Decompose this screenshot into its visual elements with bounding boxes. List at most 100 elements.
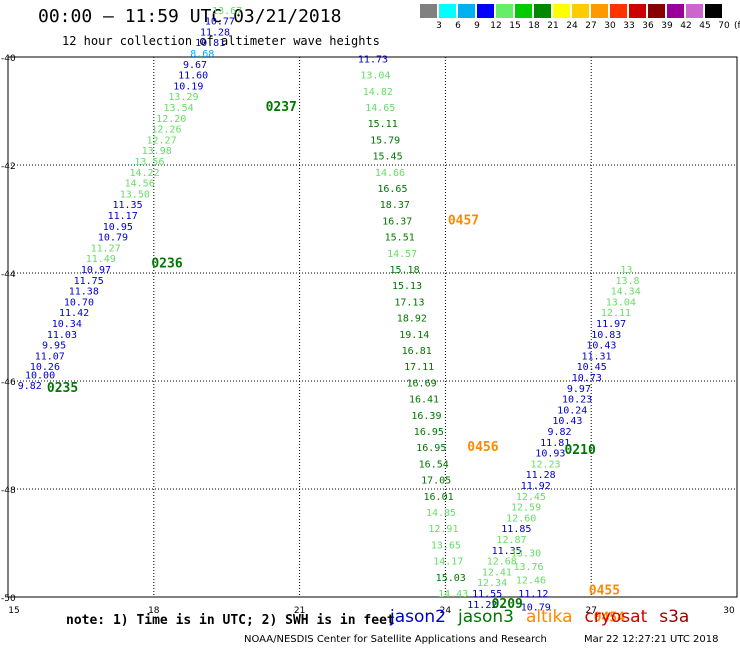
swh-value: 16.37 — [382, 216, 412, 227]
track-0455: 10.79 11.12 12.46 13.76 13.30 0455 0454 — [511, 549, 625, 626]
swh-value: 10.97 — [81, 265, 111, 276]
scale-label: 42 — [680, 21, 692, 31]
swh-value: 13.67 — [212, 6, 242, 17]
scale-label: 24 — [566, 21, 578, 31]
swh-value: 11.85 — [501, 524, 531, 535]
swh-value: 10.19 — [173, 81, 203, 92]
swh-value: 16.95 — [416, 443, 446, 454]
scale-swatch — [553, 4, 570, 18]
scale-label: 3 — [436, 21, 442, 31]
scale-swatch — [705, 4, 722, 18]
swh-value: 14.17 — [433, 557, 463, 568]
scale-swatch — [515, 4, 532, 18]
swh-value: 11.49 — [86, 254, 116, 265]
lat-tick-label: -46 — [1, 378, 16, 388]
swh-value: 11.12 — [518, 589, 548, 600]
scale-label: 45 — [699, 21, 711, 31]
swh-value: 12.68 — [487, 557, 517, 568]
swh-value: 10.95 — [103, 222, 133, 233]
scale-label: 12 — [490, 21, 502, 31]
swh-value: 11.22 — [467, 600, 497, 611]
swh-value: 10.79 — [521, 603, 551, 614]
lon-tick-label: 30 — [723, 606, 735, 616]
swh-value: 15.18 — [390, 265, 420, 276]
swh-value: 12.11 — [601, 308, 631, 319]
swh-value: 10.81 — [195, 38, 225, 49]
swh-value: 14.22 — [130, 168, 160, 179]
swh-value: 10.70 — [64, 297, 94, 308]
lat-tick-label: -48 — [1, 486, 16, 496]
swh-value: 12.46 — [516, 576, 546, 587]
lon-tick-label: 18 — [148, 606, 160, 616]
scale-swatch — [496, 4, 513, 18]
swh-value: 14.56 — [125, 179, 155, 190]
pass-time-label: 0455 — [589, 583, 620, 598]
swh-value: 13.29 — [168, 92, 198, 103]
swh-value: 16.81 — [402, 346, 432, 357]
track-0235: 9.8210.0010.2611.079.9511.0310.3411.4210… — [18, 6, 297, 396]
scale-label: 33 — [623, 21, 635, 31]
swh-value: 12.23 — [530, 459, 560, 470]
map-frame — [7, 56, 738, 598]
timestamp: Mar 22 12:27:21 UTC 2018 — [584, 634, 719, 645]
scale-swatch — [629, 4, 646, 18]
swh-value: 15.45 — [373, 152, 403, 163]
scale-swatch — [686, 4, 703, 18]
swh-value: 13.8 — [616, 276, 640, 287]
swh-value: 9.82 — [18, 381, 42, 392]
scale-swatch — [591, 4, 608, 18]
swh-value: 13.04 — [606, 297, 636, 308]
swh-value: 12.59 — [511, 503, 541, 514]
swh-value: 10.83 — [591, 330, 621, 341]
swh-value: 11.03 — [47, 330, 77, 341]
swh-value: 11.97 — [596, 319, 626, 330]
swh-value: 13.04 — [360, 71, 390, 82]
swh-value: 13.50 — [120, 189, 150, 200]
scale-label: 18 — [528, 21, 540, 31]
scale-label: 21 — [547, 21, 559, 31]
scale-swatch — [572, 4, 589, 18]
track-0457: 11.73 13.04 14.82 14.65 15.11 15.79 15.45 14.66… — [358, 54, 499, 600]
lon-tick-label: 15 — [8, 606, 19, 616]
swh-value: 10.23 — [562, 395, 592, 406]
swh-value: 17.13 — [394, 297, 424, 308]
swh-value: 12.20 — [156, 114, 186, 125]
lon-tick-label: 27 — [585, 606, 596, 616]
swh-value: 13.65 — [431, 540, 461, 551]
swh-value: 11.81 — [540, 438, 570, 449]
swh-value: 11.35 — [492, 546, 522, 557]
swh-value: 15.13 — [392, 281, 422, 292]
legend-s3a: s3a — [659, 607, 690, 627]
swh-value: 11.60 — [178, 71, 208, 82]
swh-value: 13.98 — [142, 146, 172, 157]
scale-swatch — [420, 4, 437, 18]
swh-value: 11.73 — [358, 54, 388, 65]
legend-cryosat: cryosat — [584, 607, 648, 627]
lon-tick-label: 21 — [294, 606, 305, 616]
legend-altika: altika — [526, 607, 573, 627]
scale-swatch — [477, 4, 494, 18]
swh-value: 13 — [620, 265, 632, 276]
footer-note: note: 1) Time is in UTC; 2) SWH is in fe… — [66, 613, 395, 628]
swh-value: 10.43 — [586, 341, 616, 352]
swh-value: 19.14 — [399, 330, 429, 341]
swh-value: 16.01 — [424, 492, 454, 503]
swh-value: 11.27 — [91, 243, 121, 254]
swh-value: 11.31 — [581, 351, 611, 362]
swh-value: 11.35 — [112, 200, 142, 211]
swh-value: 10.00 — [25, 370, 55, 381]
scale-label: 70 — [718, 21, 730, 31]
swh-value: 16.65 — [377, 184, 407, 195]
swh-value: 13.76 — [513, 562, 543, 573]
pass-time-label: 0454 — [594, 610, 625, 625]
swh-value: 11.55 — [472, 589, 502, 600]
swh-value: 10.73 — [572, 373, 602, 384]
scale-swatch — [667, 4, 684, 18]
lon-tick-label: 24 — [440, 606, 452, 616]
swh-value: 10.77 — [205, 17, 235, 28]
lat-tick-label: -42 — [1, 162, 16, 172]
scale-swatch — [610, 4, 627, 18]
lat-tick-label: -40 — [1, 54, 16, 64]
swh-value: 11.28 — [200, 27, 230, 38]
